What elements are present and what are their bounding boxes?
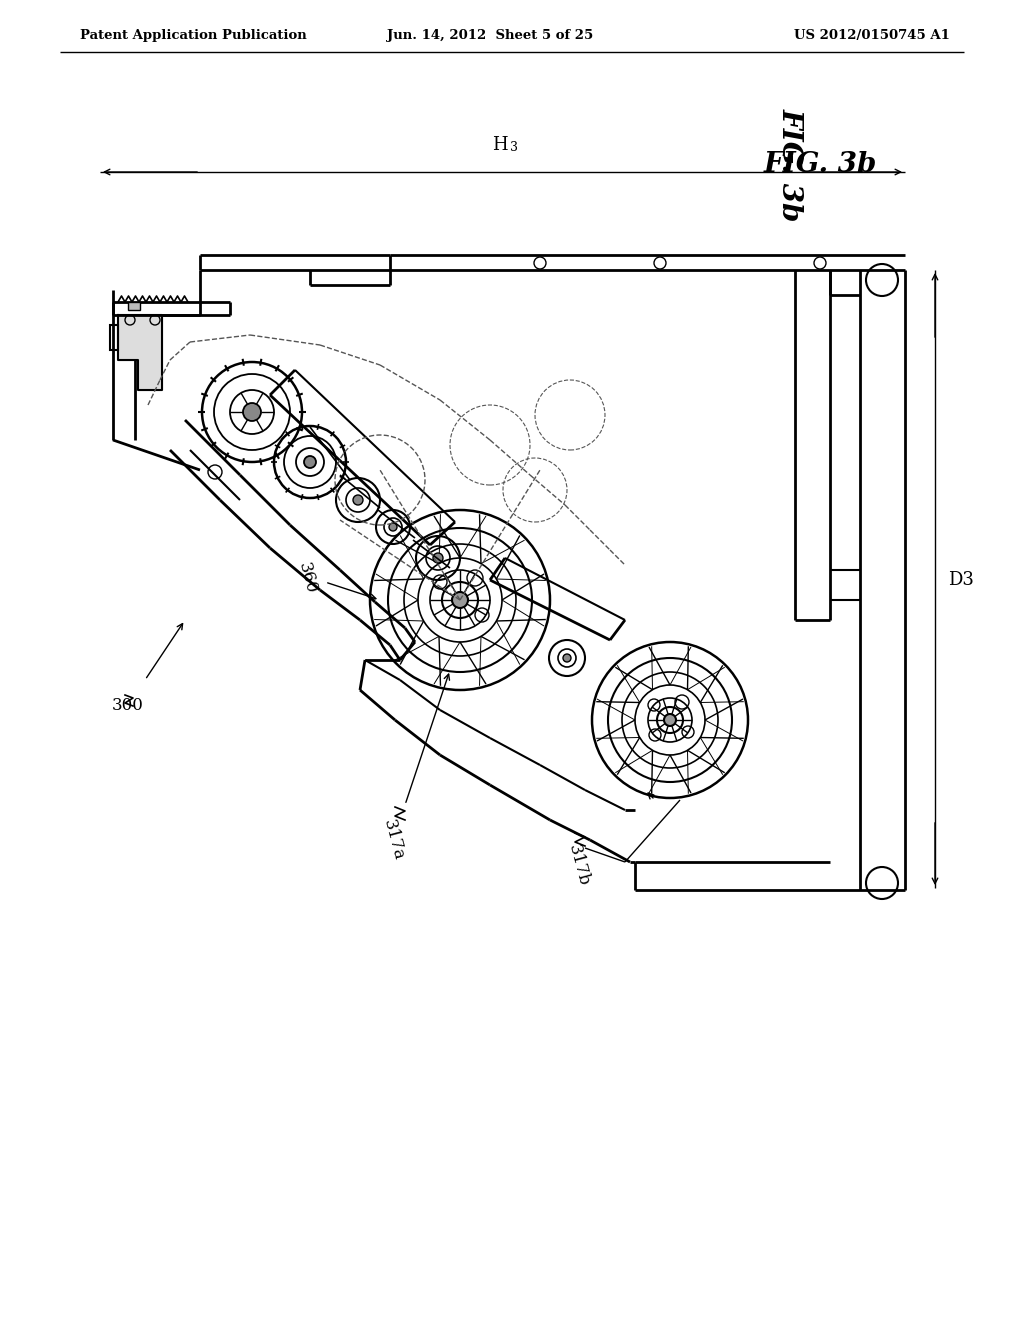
Bar	[128, 302, 140, 310]
Text: 300: 300	[112, 697, 144, 714]
Text: 3: 3	[510, 141, 518, 154]
Circle shape	[304, 455, 316, 469]
Text: US 2012/0150745 A1: US 2012/0150745 A1	[795, 29, 950, 41]
Text: 360: 360	[295, 561, 319, 595]
Text: Patent Application Publication: Patent Application Publication	[80, 29, 307, 41]
Bar	[110, 325, 118, 350]
Circle shape	[563, 653, 571, 663]
Text: H: H	[493, 136, 508, 154]
Circle shape	[452, 591, 468, 609]
Text: 317b: 317b	[565, 842, 593, 888]
Circle shape	[433, 553, 443, 564]
Text: FIG. 3b: FIG. 3b	[776, 108, 804, 222]
Text: Jun. 14, 2012  Sheet 5 of 25: Jun. 14, 2012 Sheet 5 of 25	[387, 29, 593, 41]
Circle shape	[389, 523, 397, 531]
Circle shape	[353, 495, 362, 506]
Text: D3: D3	[948, 572, 974, 589]
Circle shape	[664, 714, 676, 726]
Polygon shape	[118, 315, 162, 389]
Text: 317a: 317a	[380, 817, 408, 862]
Text: FIG. 3b: FIG. 3b	[763, 152, 877, 178]
Circle shape	[243, 403, 261, 421]
